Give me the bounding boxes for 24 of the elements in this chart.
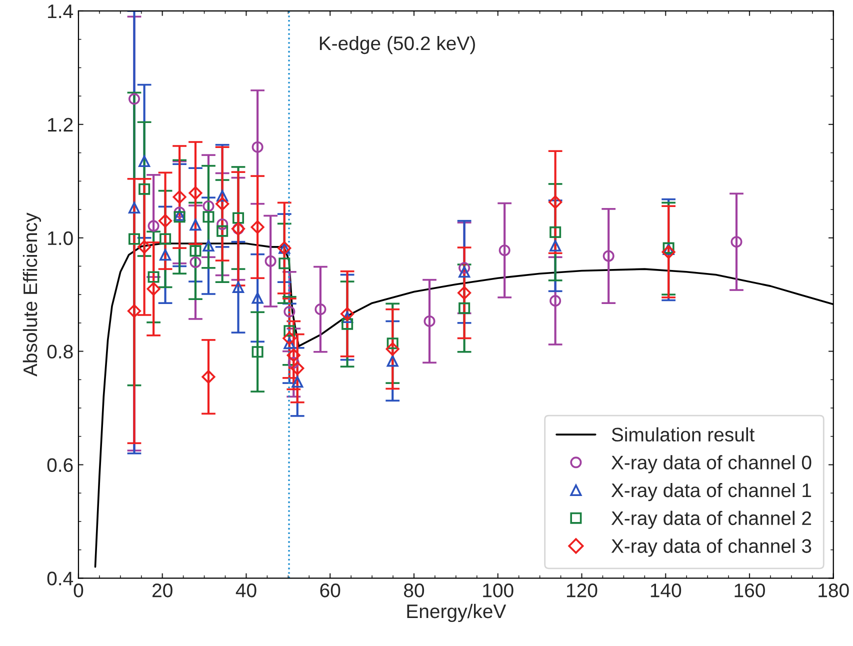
y-tick-label: 0.6 <box>47 458 73 472</box>
y-axis-title: Absolute Efficiency <box>22 212 42 377</box>
y-tick-label: 1.4 <box>48 4 74 18</box>
x-tick-label: 160 <box>734 584 765 598</box>
legend-label: X-ray data of channel 3 <box>611 538 812 557</box>
legend-label: Simulation result <box>612 427 755 442</box>
x-tick-label: 180 <box>818 584 849 598</box>
x-tick-label: 80 <box>404 584 424 598</box>
y-tick-label: 1.0 <box>48 231 73 246</box>
x-tick-label: 100 <box>483 584 514 598</box>
ref-line-label: K-edge (50.2 keV) <box>320 36 475 54</box>
legend-label: X-ray data of channel 2 <box>611 510 812 529</box>
legend-label: X-ray data of channel 1 <box>611 482 812 502</box>
y-tick-label: 0.4 <box>47 572 74 586</box>
y-tick-label: 0.8 <box>47 344 73 359</box>
y-tick-label: 1.2 <box>48 118 73 132</box>
x-tick-label: 60 <box>320 584 340 598</box>
x-axis-title: Energy/keV <box>407 604 506 622</box>
x-tick-label: 120 <box>567 584 598 598</box>
x-tick-label: 20 <box>152 584 172 598</box>
x-tick-label: 0 <box>74 584 84 598</box>
x-tick-label: 140 <box>650 584 682 598</box>
legend-label: X-ray data of channel 0 <box>611 455 812 474</box>
x-tick-label: 40 <box>236 584 256 598</box>
